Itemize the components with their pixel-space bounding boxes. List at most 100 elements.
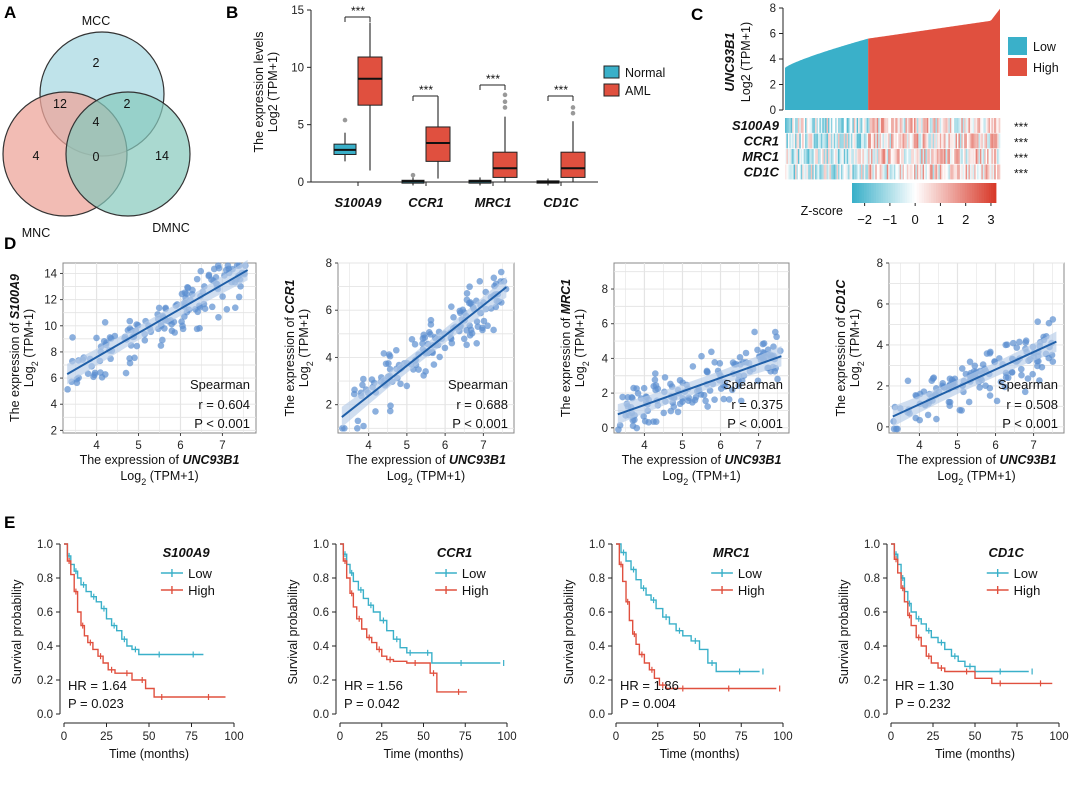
heatmap-cell — [879, 133, 882, 149]
scatter-xtick-label: 4 — [365, 440, 372, 452]
heatmap-cell — [820, 164, 823, 180]
heatmap-cell — [860, 133, 863, 149]
scatter-point — [179, 325, 187, 333]
scatter-point — [161, 325, 168, 332]
heatmap-cell — [848, 149, 850, 164]
heatmap-cell — [795, 118, 797, 133]
heatmap-cell — [860, 149, 863, 164]
scatter-point — [360, 422, 367, 430]
scatter-point — [720, 395, 728, 403]
heatmap-cell — [974, 149, 976, 164]
venn-label-dmnc: DMNC — [152, 221, 190, 235]
scatter-point — [700, 391, 708, 399]
heatmap-cell — [797, 164, 800, 180]
scatter-point — [474, 323, 482, 330]
heatmap-cell — [828, 133, 830, 149]
scatter-point — [141, 337, 149, 344]
scatter-xlabel-unit: Log2 (TPM+1) — [387, 469, 465, 487]
scatter-ytick-label: 2 — [51, 425, 57, 437]
heatmap-cell — [971, 133, 974, 149]
colorbar-segment — [895, 183, 898, 203]
legend-swatch-aml — [603, 83, 620, 97]
panel-letter-c: C — [691, 5, 703, 24]
heatmap-cell — [835, 149, 837, 164]
heatmap-cell — [829, 149, 832, 164]
colorbar-segment — [962, 183, 966, 203]
scatter-point — [924, 411, 932, 419]
scatter-point — [473, 339, 480, 347]
heatmap-cell — [998, 149, 1001, 164]
scatter-point — [1001, 383, 1009, 391]
scatter-point — [403, 382, 411, 390]
scatter-point — [441, 344, 449, 352]
heatmap-cell — [967, 133, 969, 149]
heatmap-cell — [881, 149, 883, 164]
scatter-point — [691, 396, 699, 404]
colorbar-tick-label: 2 — [962, 212, 969, 227]
heatmap-cell — [942, 118, 945, 133]
scatter-point — [737, 397, 745, 405]
scatter-point — [90, 373, 97, 381]
heatmap-cell — [912, 133, 915, 149]
heatmap-cell — [929, 133, 932, 149]
survival-xtick-label: 100 — [224, 731, 243, 743]
scatter-point — [84, 370, 92, 377]
heatmap-cell — [802, 118, 804, 133]
colorbar-segment — [933, 183, 937, 203]
scatter-point — [460, 335, 468, 343]
scatter-ytick-label: 10 — [44, 321, 57, 333]
heatmap-cell — [795, 133, 797, 149]
heatmap-cell — [984, 164, 986, 180]
heatmap-cell — [869, 164, 872, 180]
heatmap-cell — [925, 149, 928, 164]
heatmap-cell — [924, 149, 926, 164]
heatmap-cell — [926, 149, 929, 164]
km-curve-low — [891, 543, 1029, 673]
heatmap-cell — [991, 118, 994, 133]
scatter-point — [450, 314, 457, 321]
scatter-point — [674, 408, 682, 416]
heatmap-cell — [902, 133, 905, 149]
heatmap-cell — [816, 118, 819, 133]
colorbar-title: Z-score — [801, 204, 843, 218]
heatmap-cell — [965, 133, 968, 149]
heatmap-cell — [898, 149, 900, 164]
survival-xtick-label: 100 — [773, 731, 792, 743]
survival-ytick-label: 1.0 — [37, 539, 53, 551]
stat-p: P < 0.001 — [194, 416, 250, 431]
heatmap-cell — [829, 133, 832, 149]
scatter-xlabel-unit: Log2 (TPM+1) — [662, 469, 740, 487]
heatmap-cell — [875, 149, 878, 164]
boxplot-ylabel-2: Log2 (TPM+1) — [266, 52, 280, 132]
heatmap-bars-low — [785, 38, 869, 110]
scatter-point — [619, 393, 626, 401]
scatter-xtick-label: 7 — [755, 440, 761, 452]
heatmap-cell — [866, 133, 869, 149]
heatmap-cell — [789, 164, 792, 180]
heatmap-cell — [901, 164, 903, 180]
heatmap-cell — [916, 164, 919, 180]
venn-count-mcc-only: 2 — [93, 56, 100, 70]
sig-label: *** — [419, 83, 433, 97]
scatter-point — [946, 402, 954, 409]
heatmap-cell — [873, 118, 876, 133]
scatter-point — [184, 284, 192, 292]
heatmap-cell — [843, 133, 846, 149]
heatmap-cell — [929, 118, 932, 133]
scatter-point — [157, 342, 165, 349]
colorbar-tick-label: 0 — [912, 212, 919, 227]
scatter-point — [473, 318, 481, 325]
scatter-point — [426, 330, 434, 338]
heatmap-cell — [925, 164, 928, 180]
heatmap-cell — [872, 118, 875, 133]
heatmap-cell — [969, 164, 972, 180]
colorbar-segment — [991, 183, 994, 203]
scatter-point — [126, 317, 134, 325]
scatter-xtick-label: 7 — [219, 440, 225, 452]
heatmap-cell — [906, 118, 909, 133]
heatmap-cell — [961, 164, 964, 180]
heatmap-cell — [795, 149, 797, 164]
heatmap-cell — [934, 164, 936, 180]
heatmap-cell — [957, 133, 959, 149]
heatmap-cell — [946, 118, 949, 133]
